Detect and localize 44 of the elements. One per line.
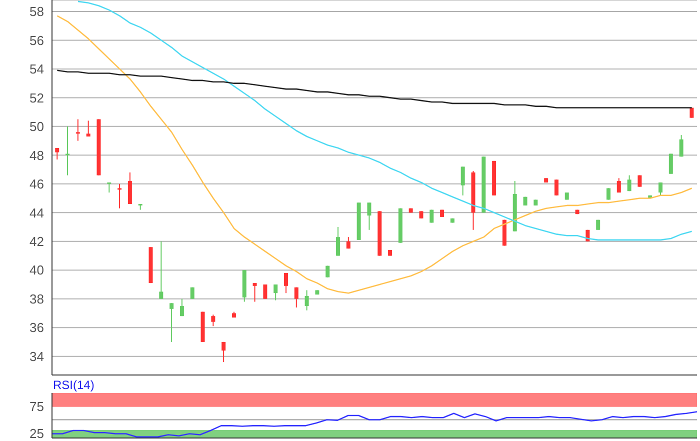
y-tick-label: 56 bbox=[30, 32, 44, 48]
candlestick bbox=[211, 314, 216, 327]
y-tick-label: 38 bbox=[30, 291, 44, 306]
y-tick-label: 54 bbox=[30, 62, 44, 77]
candlestick bbox=[252, 282, 257, 302]
y-tick-label: 52 bbox=[30, 90, 44, 106]
line-series bbox=[77, 0, 692, 241]
candlestick bbox=[222, 341, 226, 363]
y-tick-label: 40 bbox=[30, 262, 44, 278]
y-tick-label: 42 bbox=[30, 234, 44, 249]
candlestick bbox=[627, 174, 632, 192]
candlestick bbox=[658, 182, 663, 196]
candlestick bbox=[128, 172, 132, 205]
y-tick-label: 50 bbox=[30, 119, 44, 134]
y-tick-label: 58 bbox=[30, 4, 44, 20]
chart-title: RSI(14) bbox=[53, 378, 94, 392]
candlestick bbox=[180, 298, 184, 317]
candlestick bbox=[554, 179, 558, 196]
y-tick-label: 44 bbox=[30, 205, 44, 220]
candlestick bbox=[616, 178, 621, 194]
candlestick bbox=[118, 183, 122, 209]
y-tick-label: 46 bbox=[30, 176, 44, 192]
candlestick bbox=[170, 302, 174, 342]
candlestick bbox=[304, 290, 309, 311]
candlestick bbox=[159, 240, 164, 300]
candlestick bbox=[367, 202, 372, 230]
candlestick bbox=[336, 226, 340, 256]
candlestick bbox=[284, 272, 288, 294]
y-tick-label: 25 bbox=[30, 426, 44, 441]
candlestick bbox=[86, 120, 90, 137]
candlestick bbox=[76, 118, 80, 142]
candlestick bbox=[460, 166, 465, 196]
y-tick-label: 75 bbox=[30, 399, 44, 414]
candlestick bbox=[294, 286, 298, 308]
line-series bbox=[56, 70, 692, 108]
y-tick-label: 48 bbox=[30, 148, 44, 163]
candlestick bbox=[274, 284, 278, 301]
y-tick-label: 34 bbox=[30, 348, 44, 364]
candlestick bbox=[679, 134, 684, 158]
y-tick-label: 36 bbox=[30, 320, 44, 336]
line-series bbox=[56, 15, 692, 294]
candlestick bbox=[668, 153, 673, 174]
candlestick bbox=[66, 126, 70, 176]
candlestick bbox=[263, 284, 268, 300]
